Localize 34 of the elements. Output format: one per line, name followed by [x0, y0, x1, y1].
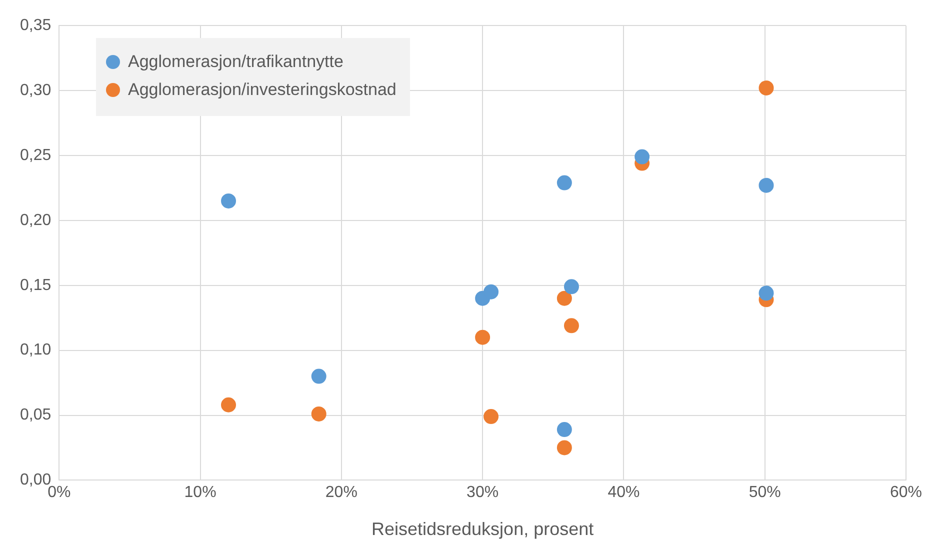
- x-tick-label: 40%: [608, 484, 640, 502]
- y-tick-label: 0,25: [20, 146, 52, 164]
- point: [221, 397, 236, 412]
- point: [556, 440, 572, 456]
- point: [484, 284, 499, 300]
- x-tick-label: 10%: [184, 484, 216, 502]
- y-tick-label: 0,20: [20, 212, 52, 229]
- point: [556, 422, 572, 438]
- point: [758, 178, 774, 193]
- legend-label: Agglomerasjon/investeringskostnad: [128, 80, 396, 100]
- point: [564, 279, 579, 294]
- point: [556, 290, 572, 306]
- y-tick-label: 0,30: [20, 82, 52, 99]
- point: [634, 149, 650, 164]
- point: [758, 286, 774, 301]
- y-tick-label: 0,05: [20, 406, 52, 424]
- point: [221, 193, 236, 208]
- point: [564, 318, 579, 334]
- point: [311, 368, 326, 384]
- y-tick-label: 0,10: [20, 342, 52, 359]
- point: [556, 175, 572, 190]
- x-tick-label: 20%: [325, 484, 358, 502]
- x-tick-label: 60%: [890, 484, 922, 502]
- point: [484, 409, 499, 424]
- x-axis-title: Reisetidsreduksjon, prosent: [372, 519, 594, 540]
- legend-label: Agglomerasjon/trafikantnytte: [128, 52, 344, 72]
- y-tick-label: 0,15: [20, 276, 52, 294]
- x-tick-label: 0%: [48, 484, 71, 502]
- point: [758, 80, 774, 96]
- y-tick-label: 0,35: [20, 17, 52, 34]
- x-tick-label: 30%: [466, 484, 499, 502]
- x-tick-label: 50%: [748, 484, 781, 502]
- point: [475, 330, 490, 345]
- point: [311, 406, 326, 422]
